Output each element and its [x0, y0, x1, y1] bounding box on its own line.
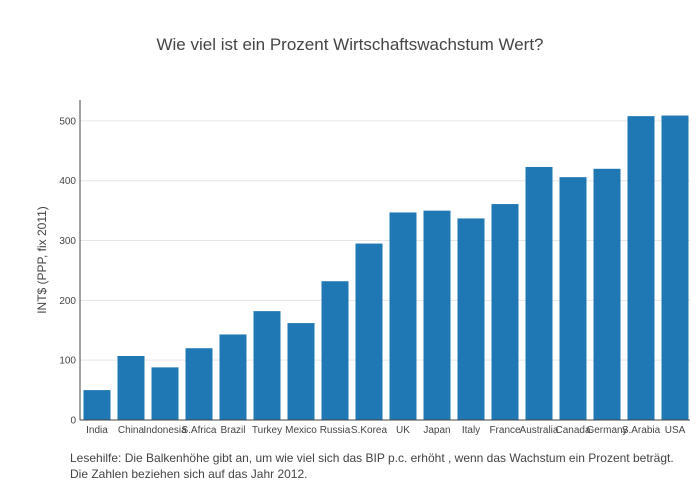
x-tick-label: Japan	[423, 425, 450, 436]
y-axis-label: INT$ (PPP, fix 2011)	[35, 206, 49, 314]
x-tick-label: Germany	[586, 425, 627, 436]
y-tick-label: 500	[59, 116, 76, 127]
gridlines	[80, 120, 690, 361]
y-tick-label: 300	[59, 236, 76, 247]
bar-france	[491, 204, 519, 420]
x-tick-label: Brazil	[220, 425, 245, 436]
bars	[83, 115, 689, 421]
bar-india	[83, 390, 111, 420]
bar-s-korea	[355, 243, 383, 420]
x-tick-label: Italy	[462, 425, 480, 436]
y-tick-label: 0	[70, 416, 76, 427]
x-tick-label: UK	[396, 425, 410, 436]
bar-usa	[661, 115, 689, 421]
reading-note: Lesehilfe: Die Balkenhöhe gibt an, um wi…	[70, 451, 674, 465]
x-tick-label: S.Korea	[351, 425, 388, 436]
bar-japan	[423, 210, 451, 420]
bar-australia	[525, 166, 553, 420]
bar-canada	[559, 177, 587, 420]
chart-title: Wie viel ist ein Prozent Wirtschaftswach…	[156, 35, 543, 54]
bar-mexico	[287, 323, 315, 420]
bar-s-africa	[185, 348, 213, 420]
y-tick-labels: 0 100 200 300 400 500	[59, 116, 76, 426]
bar-s-arabia	[627, 116, 655, 420]
x-tick-label: France	[489, 425, 521, 436]
bar-uk	[389, 212, 417, 420]
x-tick-label: China	[118, 425, 145, 436]
y-tick-label: 200	[59, 296, 76, 307]
x-tick-label: S.Arabia	[622, 425, 661, 436]
x-tick-label: Turkey	[252, 425, 282, 436]
x-tick-label: S.Africa	[181, 425, 216, 436]
y-tick-label: 400	[59, 176, 76, 187]
x-tick-label: India	[86, 425, 108, 436]
x-tick-label: Russia	[320, 425, 351, 436]
x-tick-label: Mexico	[285, 425, 317, 436]
bar-china	[117, 356, 145, 420]
bar-turkey	[253, 311, 281, 420]
x-tick-label: Australia	[520, 425, 559, 436]
axes	[79, 100, 690, 421]
bar-indonesia	[151, 367, 179, 420]
y-tick-label: 100	[59, 356, 76, 367]
bar-russia	[321, 281, 349, 420]
bar-brazil	[219, 334, 247, 420]
x-tick-label: Canada	[555, 425, 590, 436]
year-note: Die Zahlen beziehen sich auf das Jahr 20…	[70, 467, 308, 481]
bar-italy	[457, 218, 485, 420]
x-tick-label: USA	[665, 425, 686, 436]
bar-germany	[593, 168, 621, 420]
x-tick-label: Indonesia	[143, 425, 187, 436]
